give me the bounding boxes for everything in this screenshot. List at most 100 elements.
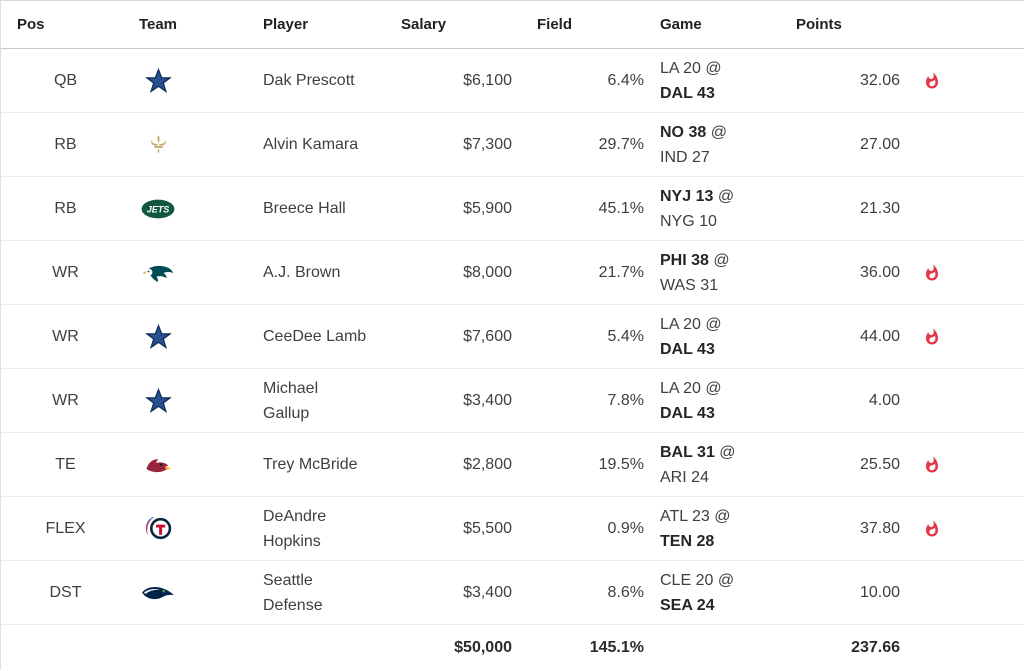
hot-cell <box>900 456 964 474</box>
game-cell: LA 20 @ DAL 43 <box>644 376 790 426</box>
lineup-row: FLEX DeAndre Hopkins $5,500 0.9% ATL 23 @… <box>1 497 1024 561</box>
team-logo-ari-icon <box>144 454 172 476</box>
game-home-line: DAL 43 <box>660 404 715 422</box>
game-away-line: CLE 20 @ <box>660 571 735 589</box>
col-header-team: Team <box>138 16 178 33</box>
player-name-line: Seattle <box>263 571 313 589</box>
flame-icon <box>923 264 941 282</box>
game-cell: NYJ 13 @ NYG 10 <box>644 184 790 234</box>
points-cell: 44.00 <box>859 327 900 345</box>
field-cell: 29.7% <box>598 135 644 153</box>
lineup-row: DST Seattle Defense $3,400 8.6% CLE 20 @ … <box>1 561 1024 625</box>
team-logo-sea-icon <box>141 584 175 601</box>
lineup-row: QB Dak Prescott $6,100 6.4% LA 20 @ DAL … <box>1 49 1024 113</box>
salary-cell: $2,800 <box>463 455 512 473</box>
points-cell: 36.00 <box>859 263 900 281</box>
points-cell: 10.00 <box>859 583 900 601</box>
position-cell: RB <box>54 135 77 153</box>
hot-cell <box>900 264 964 282</box>
table-header: Pos Team Player Salary Field Game Points <box>1 1 1024 49</box>
lineup-row: RB Alvin Kamara $7,300 29.7% NO 38 @ IND… <box>1 113 1024 177</box>
game-away-line: LA 20 @ <box>660 315 722 333</box>
game-cell: BAL 31 @ ARI 24 <box>644 440 790 490</box>
game-away-line: BAL 31 @ <box>660 443 736 461</box>
team-logo-ten-icon <box>144 515 172 542</box>
hot-cell <box>900 584 964 602</box>
salary-cell: $5,500 <box>463 519 512 537</box>
flame-icon <box>923 72 941 90</box>
team-logo-dal-icon <box>144 67 172 94</box>
hot-cell <box>900 392 964 410</box>
player-name-line: A.J. Brown <box>263 264 341 281</box>
player-name: DeAndre Hopkins <box>186 504 401 554</box>
lineup-row: WR A.J. Brown $8,000 21.7% PHI 38 @ WAS … <box>1 241 1024 305</box>
game-home-line: NYG 10 <box>660 212 717 230</box>
game-home-line: IND 27 <box>660 148 710 166</box>
col-header-salary: Salary <box>401 16 447 33</box>
game-away-line: NO 38 @ <box>660 123 727 141</box>
flame-icon <box>923 456 941 474</box>
team-logo-no-icon <box>149 133 168 157</box>
player-name: Breece Hall <box>186 196 401 221</box>
player-name-line: Breece Hall <box>263 200 346 217</box>
team-cell <box>130 133 186 157</box>
points-cell: 32.06 <box>859 71 900 89</box>
salary-cell: $7,600 <box>463 327 512 345</box>
salary-total: $50,000 <box>454 638 512 656</box>
field-cell: 6.4% <box>607 71 644 89</box>
col-header-points: Points <box>796 16 842 33</box>
position-cell: QB <box>53 71 78 89</box>
lineup-rows: QB Dak Prescott $6,100 6.4% LA 20 @ DAL … <box>1 49 1024 625</box>
game-away-line: PHI 38 @ <box>660 251 730 269</box>
team-cell <box>130 262 186 284</box>
position-cell: WR <box>52 391 79 409</box>
field-cell: 19.5% <box>598 455 644 473</box>
field-cell: 21.7% <box>598 263 644 281</box>
player-name: Alvin Kamara <box>186 132 401 157</box>
position-cell: DST <box>49 583 82 601</box>
team-cell <box>130 323 186 350</box>
team-logo-dal-icon <box>144 323 172 350</box>
points-cell: 25.50 <box>859 455 900 473</box>
game-home-line: TEN 28 <box>660 532 715 550</box>
team-cell <box>130 515 186 542</box>
position-cell: WR <box>52 327 79 345</box>
flame-icon <box>923 328 941 346</box>
player-name-line: CeeDee Lamb <box>263 328 367 345</box>
points-cell: 37.80 <box>859 519 900 537</box>
salary-cell: $5,900 <box>463 199 512 217</box>
game-away-line: LA 20 @ <box>660 379 722 397</box>
points-total: 237.66 <box>851 638 900 656</box>
salary-cell: $7,300 <box>463 135 512 153</box>
game-home-line: SEA 24 <box>660 596 715 614</box>
field-total: 145.1% <box>589 638 644 656</box>
player-name: Trey McBride <box>186 452 401 477</box>
player-name-line: DeAndre <box>263 507 327 525</box>
salary-cell: $8,000 <box>463 263 512 281</box>
player-name: Seattle Defense <box>186 568 401 618</box>
game-cell: LA 20 @ DAL 43 <box>644 56 790 106</box>
table-footer: $50,000 145.1% 237.66 <box>1 625 1024 670</box>
salary-cell: $6,100 <box>463 71 512 89</box>
player-name-line: Hopkins <box>263 532 321 550</box>
team-logo-phi-icon <box>142 262 174 284</box>
game-cell: CLE 20 @ SEA 24 <box>644 568 790 618</box>
flame-icon <box>923 520 941 538</box>
player-name-line: Dak Prescott <box>263 72 355 89</box>
points-cell: 4.00 <box>868 391 900 409</box>
player-name-line: Gallup <box>263 404 310 422</box>
salary-cell: $3,400 <box>463 391 512 409</box>
team-cell <box>130 454 186 476</box>
game-home-line: WAS 31 <box>660 276 719 294</box>
hot-cell <box>900 328 964 346</box>
game-cell: PHI 38 @ WAS 31 <box>644 248 790 298</box>
game-home-line: DAL 43 <box>660 340 715 358</box>
player-name-line: Defense <box>263 596 323 614</box>
lineup-row: TE Trey McBride $2,800 19.5% BAL 31 @ AR… <box>1 433 1024 497</box>
player-name-line: Michael <box>263 379 319 397</box>
field-cell: 45.1% <box>598 199 644 217</box>
hot-cell <box>900 72 964 90</box>
game-away-line: ATL 23 @ <box>660 507 731 525</box>
salary-cell: $3,400 <box>463 583 512 601</box>
